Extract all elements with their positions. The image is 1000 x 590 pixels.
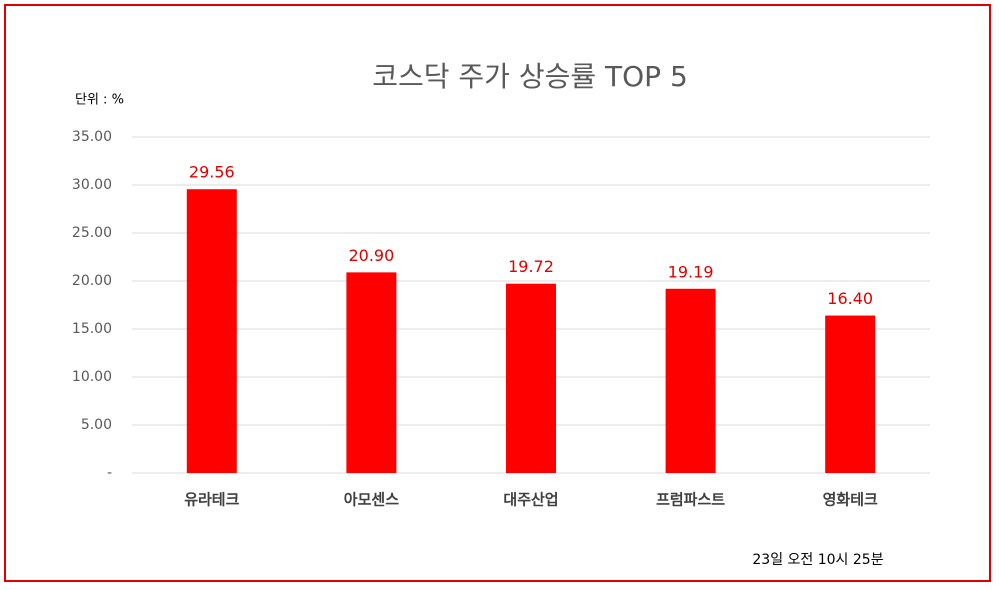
unit-label: 단위 : % bbox=[75, 93, 124, 108]
footnote: 23일 오전 10시 25분 bbox=[752, 552, 883, 568]
y-tick-label: 10.00 bbox=[72, 369, 112, 385]
chart-title: 코스닥 주가 상승률 TOP 5 bbox=[372, 60, 688, 93]
bar bbox=[825, 315, 876, 473]
value-label: 16.40 bbox=[827, 289, 873, 308]
x-tick-label: 유라테크 bbox=[184, 491, 239, 509]
x-tick-label: 영화테크 bbox=[823, 491, 878, 509]
bar bbox=[186, 189, 237, 473]
y-tick-label: 30.00 bbox=[72, 177, 112, 193]
y-tick-label: - bbox=[107, 465, 112, 481]
value-label: 19.72 bbox=[508, 257, 554, 276]
value-label: 29.56 bbox=[189, 163, 235, 182]
y-tick-label: 35.00 bbox=[72, 129, 112, 145]
value-label: 20.90 bbox=[348, 246, 394, 265]
x-tick-label: 대주산업 bbox=[503, 491, 558, 509]
bar bbox=[346, 272, 397, 473]
x-tick-label: 아모센스 bbox=[344, 491, 399, 509]
y-tick-label: 15.00 bbox=[72, 321, 112, 337]
y-tick-label: 25.00 bbox=[72, 225, 112, 241]
value-label: 19.19 bbox=[668, 262, 714, 281]
x-tick-label: 프럼파스트 bbox=[656, 491, 725, 509]
bar bbox=[665, 288, 716, 473]
y-tick-label: 5.00 bbox=[81, 417, 112, 433]
bar bbox=[506, 283, 556, 473]
y-tick-label: 20.00 bbox=[72, 273, 112, 289]
chart-frame bbox=[4, 4, 991, 582]
